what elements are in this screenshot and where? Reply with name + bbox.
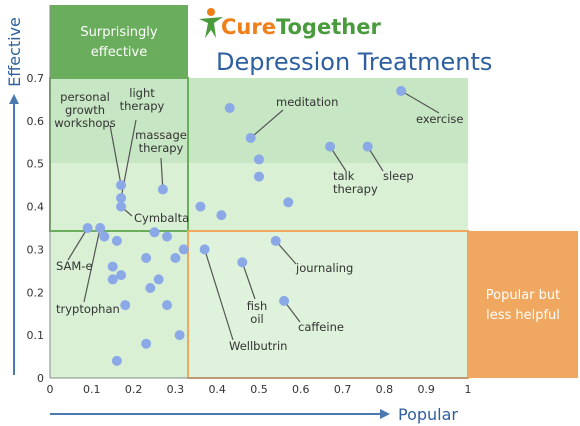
point-annotation: journaling — [295, 261, 353, 275]
y-tick-label: 0.1 — [27, 329, 45, 342]
point-annotation: meditation — [276, 95, 338, 109]
data-point — [199, 244, 210, 255]
x-tick-label: 0.9 — [417, 383, 435, 396]
logo-together-text: Together — [276, 15, 381, 39]
popular-less-helpful-label-2: less helpful — [486, 308, 560, 323]
y-tick-label: 0.5 — [27, 158, 45, 171]
annotation-leader-line — [83, 227, 101, 303]
data-point — [99, 231, 110, 242]
annotation-leader-line — [275, 240, 297, 265]
data-point — [141, 253, 152, 263]
point-annotation: light therapy — [120, 86, 165, 113]
data-point — [149, 227, 160, 238]
x-tick-label: 0.4 — [208, 383, 226, 396]
point-annotation: fish oil — [247, 299, 268, 326]
point-annotation: massage therapy — [135, 128, 187, 155]
data-point — [95, 223, 106, 233]
y-axis-label: Effective — [5, 17, 24, 87]
data-point — [153, 274, 164, 285]
data-point — [270, 235, 281, 246]
y-tick-label: 0.7 — [27, 72, 45, 85]
logo-cure-text: Cure — [221, 15, 276, 39]
data-point — [111, 235, 122, 246]
y-tick-label: 0.4 — [27, 201, 45, 214]
annotation-leader-line — [250, 109, 284, 139]
data-point — [116, 270, 127, 281]
data-point — [254, 171, 264, 182]
region-lower-right — [188, 231, 468, 378]
point-annotation: Cymbalta — [134, 211, 189, 225]
annotation-leader-line — [109, 124, 122, 186]
x-axis-label: Popular — [398, 405, 458, 424]
point-annotation: tryptophan — [56, 302, 120, 316]
annotation-leader-line — [160, 157, 164, 190]
data-point — [279, 295, 290, 306]
annotation-leader-line — [400, 90, 440, 114]
y-tick-label: 0.2 — [27, 286, 45, 299]
data-point — [107, 261, 118, 272]
x-tick-label: 0.5 — [250, 383, 268, 396]
logo-figure-icon — [199, 8, 223, 38]
data-point — [111, 355, 122, 366]
data-point — [116, 193, 127, 203]
data-point — [237, 257, 248, 268]
data-point — [162, 300, 173, 311]
svg-text:CureTogether: CureTogether — [221, 15, 381, 39]
data-point — [245, 133, 256, 143]
x-tick-label: 0 — [47, 383, 54, 396]
popular-less-helpful-label: Popular but — [486, 288, 560, 303]
x-tick-label: 0.3 — [167, 383, 185, 396]
annotation-leader-line — [67, 227, 89, 261]
data-point — [396, 85, 407, 96]
data-point — [283, 197, 294, 208]
surprisingly-effective-header — [50, 5, 188, 78]
point-annotation: personal growth workshops — [54, 90, 115, 130]
x-tick-label: 0.7 — [334, 383, 352, 396]
data-point — [162, 231, 173, 242]
data-point — [82, 223, 93, 233]
data-point — [170, 253, 181, 263]
data-point — [120, 300, 131, 311]
data-point — [145, 283, 156, 293]
x-tick-label: 1 — [465, 383, 472, 396]
y-tick-label: 0 — [37, 372, 44, 385]
data-point — [157, 184, 168, 195]
point-annotation: talk therapy — [333, 169, 378, 196]
annotation-leader-line — [241, 262, 256, 300]
data-point — [116, 180, 127, 191]
y-tick-label: 0.3 — [27, 243, 45, 256]
chart-title: Depression Treatments — [216, 48, 492, 76]
x-tick-label: 0.8 — [376, 383, 394, 396]
popular-less-helpful-box — [468, 231, 578, 378]
surprisingly-effective-label: Surprisingly — [80, 25, 158, 40]
annotation-leader-line — [204, 249, 234, 341]
y-tick-label: 0.6 — [27, 115, 45, 128]
data-point — [254, 154, 264, 165]
data-point — [195, 201, 206, 212]
x-tick-label: 0.6 — [292, 383, 310, 396]
x-tick-label: 0.1 — [83, 383, 101, 396]
curetogether-logo: CureTogether — [199, 8, 381, 39]
y-axis-arrowhead-icon — [9, 94, 19, 104]
point-annotation: SAM-e — [56, 259, 93, 273]
data-point — [216, 210, 227, 221]
x-tick-label: 0.2 — [125, 383, 143, 396]
data-point — [116, 201, 127, 212]
data-point — [174, 330, 185, 341]
data-point — [362, 141, 373, 152]
data-point — [141, 338, 152, 349]
data-point — [178, 244, 189, 255]
surprisingly-effective-label-2: effective — [91, 45, 148, 60]
data-point — [325, 141, 336, 152]
point-annotation: caffeine — [298, 320, 344, 334]
data-point — [107, 274, 118, 285]
data-point — [224, 103, 235, 113]
point-annotation: sleep — [383, 169, 414, 183]
point-annotation: Wellbutrin — [229, 339, 287, 353]
x-axis-arrowhead-icon — [380, 409, 390, 419]
point-annotation: exercise — [416, 112, 463, 126]
